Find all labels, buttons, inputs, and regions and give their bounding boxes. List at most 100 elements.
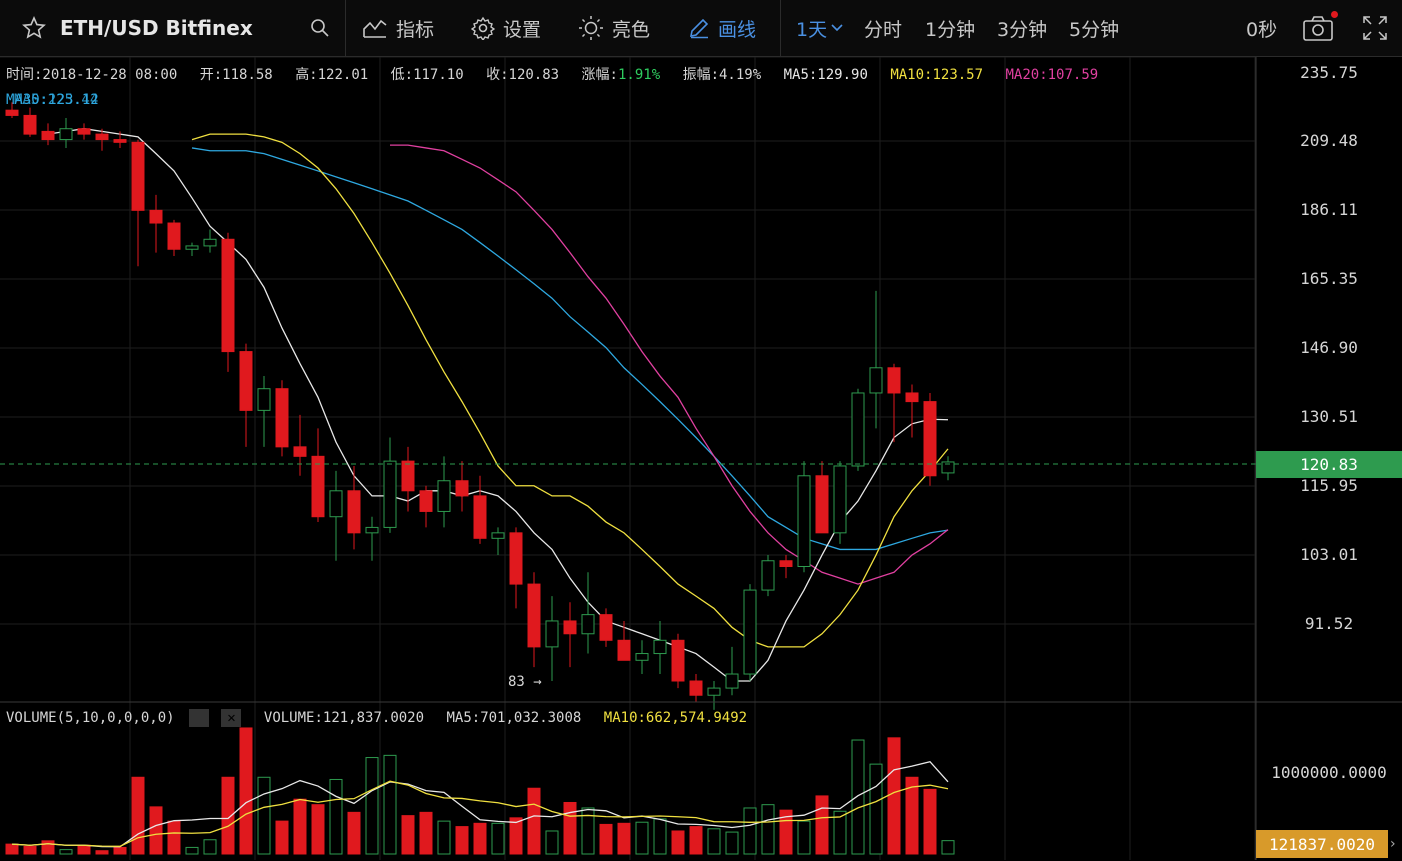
candle <box>383 437 397 533</box>
candle-body <box>743 589 757 675</box>
candle <box>833 461 847 544</box>
volume-close-icon[interactable]: ✕ <box>221 709 242 727</box>
volume-bar <box>689 826 703 855</box>
candle-body <box>635 653 649 661</box>
scroll-right-icon[interactable]: › <box>1390 836 1396 852</box>
volume-bar <box>869 763 883 855</box>
fullscreen-icon <box>1363 16 1387 40</box>
volume-bar <box>653 818 667 855</box>
candle <box>455 461 469 512</box>
interval-5min[interactable]: 5分钟 <box>1069 18 1120 41</box>
volume-bar <box>545 830 559 855</box>
theme-toggle-button[interactable]: 亮色 <box>578 0 650 56</box>
volume-bar <box>923 788 937 855</box>
volume-bar <box>275 820 289 855</box>
candle <box>743 584 757 682</box>
candle <box>437 456 451 528</box>
candles <box>5 102 955 710</box>
volume-bar <box>41 840 55 855</box>
volume-bar <box>509 817 523 855</box>
indicators-button[interactable]: 指标 <box>362 0 434 56</box>
candle-body <box>401 460 415 492</box>
candle <box>509 527 523 609</box>
countdown-text: 0秒 <box>1246 18 1278 41</box>
volume-bar <box>815 795 829 855</box>
candle-body <box>653 639 667 655</box>
price-axis-tick: 103.01 <box>1300 545 1358 564</box>
candle-body <box>347 490 361 534</box>
volume-bar <box>5 843 19 855</box>
volume-bar <box>455 826 469 855</box>
ma-overlap-value: MA5:225.44 <box>14 92 99 108</box>
ohlc-legend: 时间:2018-12-28 08:00 开:118.58 高:122.01 低:… <box>6 64 1098 84</box>
volume-bar <box>77 844 91 855</box>
volume-bar <box>383 754 397 855</box>
pencil-icon <box>689 18 709 39</box>
volume-bar <box>167 820 181 855</box>
amplitude-value: 振幅:4.19% <box>682 67 762 83</box>
candle-body <box>365 526 379 534</box>
interval-timeline[interactable]: 分时 <box>864 18 903 41</box>
candle <box>851 388 865 471</box>
high-value: 高:122.01 <box>295 67 369 83</box>
fullscreen-button[interactable] <box>1362 0 1388 56</box>
interval-dropdown[interactable]: 1天 <box>796 0 843 56</box>
candle-body <box>5 109 19 116</box>
candle <box>311 428 325 523</box>
candle <box>545 596 559 682</box>
candle-body <box>563 620 577 635</box>
volume-bar <box>203 839 217 855</box>
candle-body <box>167 222 181 250</box>
volume-bar <box>563 801 577 855</box>
candle <box>905 384 919 438</box>
candle-body <box>923 401 937 477</box>
candlestick-chart[interactable] <box>0 57 1402 860</box>
candle <box>59 118 73 148</box>
interval-3min[interactable]: 3分钟 <box>997 18 1048 41</box>
volume-ma5-line <box>11 760 949 848</box>
interval-1min[interactable]: 1分钟 <box>925 18 976 41</box>
price-axis-tick: 91.52 <box>1304 614 1354 633</box>
candle-body <box>761 560 775 591</box>
volume-bar <box>347 811 361 855</box>
candle <box>941 456 955 481</box>
volume-bar <box>329 778 343 855</box>
candle-body <box>383 460 397 528</box>
volume-bar <box>491 822 505 855</box>
candle-body <box>437 480 451 512</box>
draw-button[interactable]: 画线 <box>688 0 756 56</box>
candle <box>779 555 793 579</box>
candle <box>527 572 541 668</box>
price-axis-tick: 165.35 <box>1300 269 1358 288</box>
candle-body <box>509 532 523 585</box>
candle-body <box>725 673 739 689</box>
candle-body <box>95 133 109 141</box>
favorite-star-icon[interactable] <box>22 0 46 56</box>
price-axis-tick: 209.48 <box>1300 131 1358 150</box>
volume-bar <box>671 830 685 855</box>
close-value: 收:120.83 <box>486 67 560 83</box>
last-volume-badge: 121837.0020 <box>1256 830 1388 858</box>
ma10-line <box>191 133 949 648</box>
low-annotation-value: 83 <box>508 674 525 690</box>
toolbar: ETH/USD Bitfinex 指标 设置 亮色 画线 1天 分时 1分钟 3… <box>0 0 1402 57</box>
volume-bar <box>131 776 145 855</box>
volume-title: VOLUME(5,10,0,0,0,0) <box>6 710 175 726</box>
volume-bar <box>617 822 631 855</box>
candle-body <box>491 532 505 539</box>
search-icon[interactable] <box>310 0 330 56</box>
candle-body <box>257 388 271 411</box>
volume-bar <box>185 846 199 855</box>
ma5-line <box>47 128 949 682</box>
candle-body <box>851 392 865 467</box>
candle-body <box>473 495 487 539</box>
screenshot-button[interactable] <box>1302 0 1338 56</box>
settings-button[interactable]: 设置 <box>471 0 541 56</box>
volume-settings-icon[interactable] <box>189 709 210 727</box>
candle-body <box>581 614 595 635</box>
ma30-legend: MA30:123.12 <box>6 92 99 108</box>
candle-body <box>779 560 793 567</box>
volume-bar <box>761 804 775 855</box>
candle-body <box>203 238 217 247</box>
indicators-label: 指标 <box>396 18 435 41</box>
